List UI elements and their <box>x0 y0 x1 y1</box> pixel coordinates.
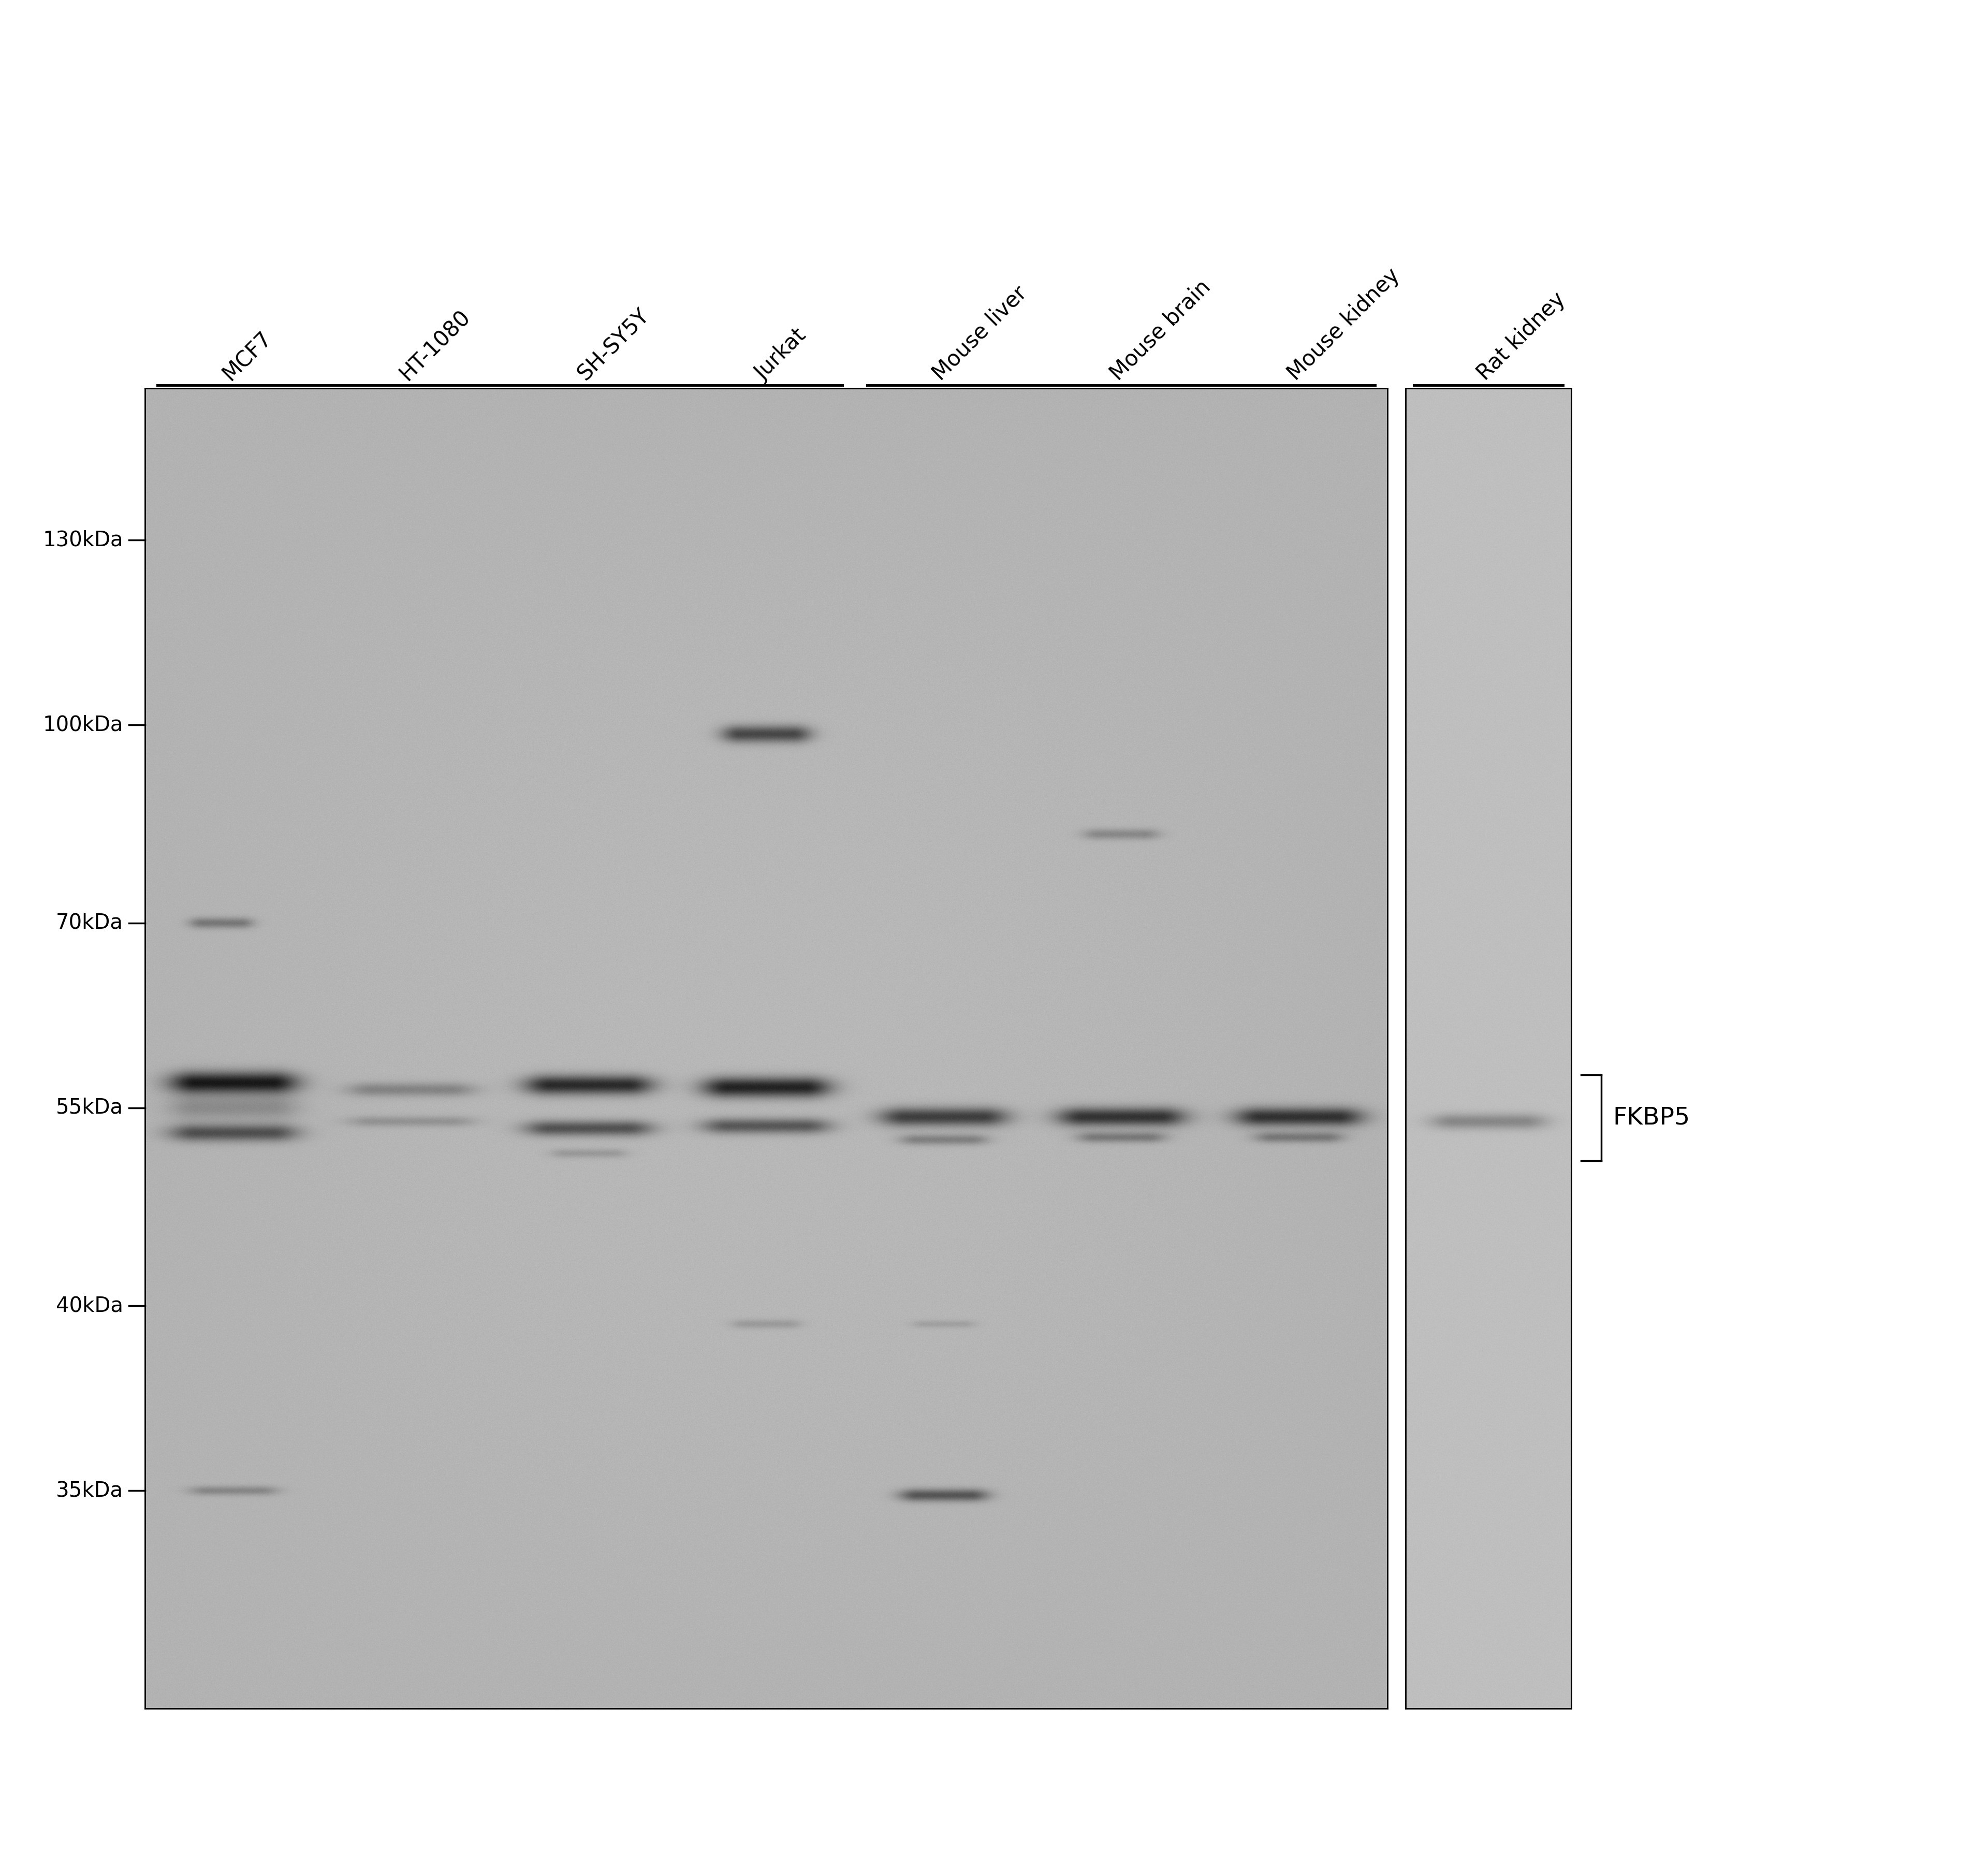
Text: SH-SY5Y: SH-SY5Y <box>573 305 654 385</box>
Text: 100kDa: 100kDa <box>42 714 123 735</box>
Text: 70kDa: 70kDa <box>56 912 123 933</box>
Text: Jurkat: Jurkat <box>751 325 811 385</box>
Text: 55kDa: 55kDa <box>56 1097 123 1118</box>
Text: Mouse liver: Mouse liver <box>928 282 1032 385</box>
Text: MCF7: MCF7 <box>219 327 276 385</box>
Text: FKBP5: FKBP5 <box>1612 1106 1690 1129</box>
Text: Rat kidney: Rat kidney <box>1473 288 1571 385</box>
Text: HT-1080: HT-1080 <box>396 305 475 385</box>
Text: 40kDa: 40kDa <box>56 1295 123 1316</box>
Text: 130kDa: 130kDa <box>42 529 123 551</box>
Text: Mouse kidney: Mouse kidney <box>1284 264 1404 385</box>
Text: Mouse brain: Mouse brain <box>1105 277 1215 385</box>
Text: 35kDa: 35kDa <box>56 1480 123 1501</box>
